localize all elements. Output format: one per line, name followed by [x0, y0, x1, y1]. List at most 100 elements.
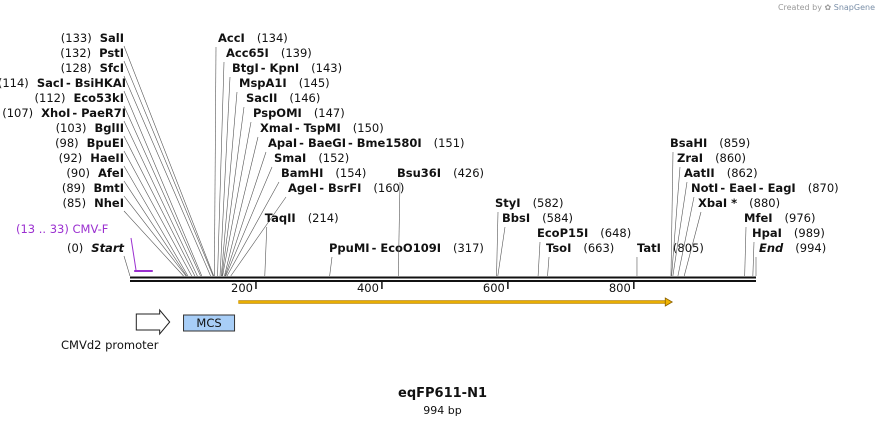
site-extra-noti: - EaeI — [720, 181, 756, 195]
site-pos-bmti: (89) — [62, 181, 86, 195]
site-line-smai — [225, 166, 273, 277]
site-extra-saci: - BsiHKAI — [66, 76, 126, 90]
site-name-tati: TatI — [637, 241, 661, 255]
site-line-hpai — [752, 241, 755, 277]
site-name-smai: SmaI — [274, 151, 306, 165]
site-pos-btgi: (143) — [311, 61, 342, 75]
site-pos-start: (0) — [67, 241, 83, 255]
site-pos-sacii: (146) — [289, 91, 320, 105]
site-pos-bamhi: (154) — [335, 166, 366, 180]
site-name-bmti: BmtI — [93, 181, 124, 195]
site-line-sfci — [123, 75, 211, 277]
site-pos-xmai: (150) — [353, 121, 384, 135]
site-pos-sfci: (128) — [61, 61, 92, 75]
site-pos-agei: (160) — [373, 181, 404, 195]
site-line-bsahi — [670, 151, 674, 277]
site-pos-psti: (132) — [60, 46, 91, 60]
site-name-acc65i: Acc65I — [226, 46, 269, 60]
site-line-pspomi — [222, 121, 252, 277]
site-line-xbai — [683, 211, 702, 277]
site-pos-eco53ki: (112) — [35, 91, 66, 105]
site-line-btgi — [219, 76, 231, 277]
site-extra-xhoi: - PaeR7I — [72, 106, 126, 120]
site-line-agei — [230, 196, 287, 277]
site-name-haeii: HaeII — [90, 151, 124, 165]
site-pos-tsoi: (663) — [583, 241, 614, 255]
site-line-ecop15i — [537, 241, 541, 277]
site-pos-end: (994) — [795, 241, 826, 255]
site-line-psti — [123, 60, 214, 277]
site-pos-bbsi: (584) — [542, 211, 573, 225]
site-pos-nhei: (85) — [63, 196, 87, 210]
site-name-psti: PstI — [99, 46, 124, 60]
site-line-bamhi — [226, 181, 280, 277]
site-name-bpuei: BpuEI — [87, 136, 124, 150]
plasmid-size: 994 bp — [423, 404, 462, 417]
site-line-haeii — [123, 165, 189, 277]
site-name-noti: NotI — [691, 181, 718, 195]
site-line-apai — [224, 151, 267, 277]
site-name-mspa1i: MspA1I — [239, 76, 287, 90]
site-extra-apai: - BaeGI — [299, 136, 346, 150]
primer-label: (13 .. 33) CMV-F — [16, 222, 108, 236]
site-line-zrai — [671, 166, 681, 277]
site-line-sali — [123, 45, 215, 277]
site-name-aatii: AatII — [684, 166, 715, 180]
site-pos-mfei: (976) — [785, 211, 816, 225]
site-name-agei: AgeI — [288, 181, 317, 195]
site-line-bpuei — [123, 150, 192, 277]
site-line-mspa1i — [221, 91, 238, 277]
site-name-bbsi: BbsI — [502, 211, 530, 225]
site-pos-taqii: (214) — [308, 211, 339, 225]
site-line-xhoi — [123, 120, 198, 277]
site-pos-smai: (152) — [318, 151, 349, 165]
site-line-acc65i — [217, 61, 225, 277]
site-name-pspomi: PspOMI — [253, 106, 302, 120]
site-pos-noti: (870) — [808, 181, 839, 195]
site-line-taqii — [264, 226, 268, 277]
site-pos-tati: (805) — [673, 241, 704, 255]
site-line-afei — [123, 180, 187, 277]
site-line-ppumi — [329, 256, 333, 277]
ruler-label-200: 200 — [231, 281, 253, 295]
site-line-sacii — [221, 106, 245, 277]
site-line-acci — [214, 46, 217, 277]
site-line-nhei — [123, 210, 184, 277]
site-name-afei: AfeI — [98, 166, 124, 180]
site-line-saci — [123, 90, 203, 277]
site-name-taqii: TaqII — [265, 211, 296, 225]
site-pos-acci: (134) — [257, 31, 288, 45]
site-name-saci: SacI — [37, 76, 64, 90]
site-line-noti — [677, 196, 695, 277]
site-pos-mspa1i: (145) — [299, 76, 330, 90]
site-line-eco53ki — [123, 105, 201, 277]
site-pos-xbai: (880) — [749, 196, 780, 210]
site-name-acci: AccI — [218, 31, 245, 45]
snapgene-logo-icon: ✿ — [824, 3, 832, 12]
site-name-xmai: XmaI — [260, 121, 293, 135]
site-name-ecop15i: EcoP15I — [537, 226, 588, 240]
site-pos-apai: (151) — [434, 136, 465, 150]
site-name-apai: ApaI — [268, 136, 297, 150]
site-name-tsoi: TsoI — [546, 241, 571, 255]
site-pos-acc65i: (139) — [281, 46, 312, 60]
site-line-bmti — [123, 195, 187, 277]
site-name-nhei: NheI — [94, 196, 124, 210]
site-name-bglii: BglII — [95, 121, 125, 135]
site-extra-agei: - BsrFI — [319, 181, 361, 195]
site-line-styi — [496, 211, 499, 277]
site-extra-btgi: - KpnI — [261, 61, 299, 75]
site-line-mfei — [744, 226, 747, 277]
site-name-sali: SalI — [100, 31, 124, 45]
site-name-sfci: SfcI — [100, 61, 124, 75]
site-name-end: End — [759, 241, 784, 255]
site-line-xmai — [224, 136, 259, 277]
snapgene-credit: Created by ✿ SnapGene — [778, 3, 875, 12]
site-pos-hpai: (989) — [794, 226, 825, 240]
site-name-xhoi: XhoI — [41, 106, 70, 120]
site-line-bbsi — [497, 226, 506, 277]
site-name-hpai: HpaI — [752, 226, 782, 240]
site-name-styi: StyI — [495, 196, 521, 210]
site-pos-bsahi: (859) — [719, 136, 750, 150]
